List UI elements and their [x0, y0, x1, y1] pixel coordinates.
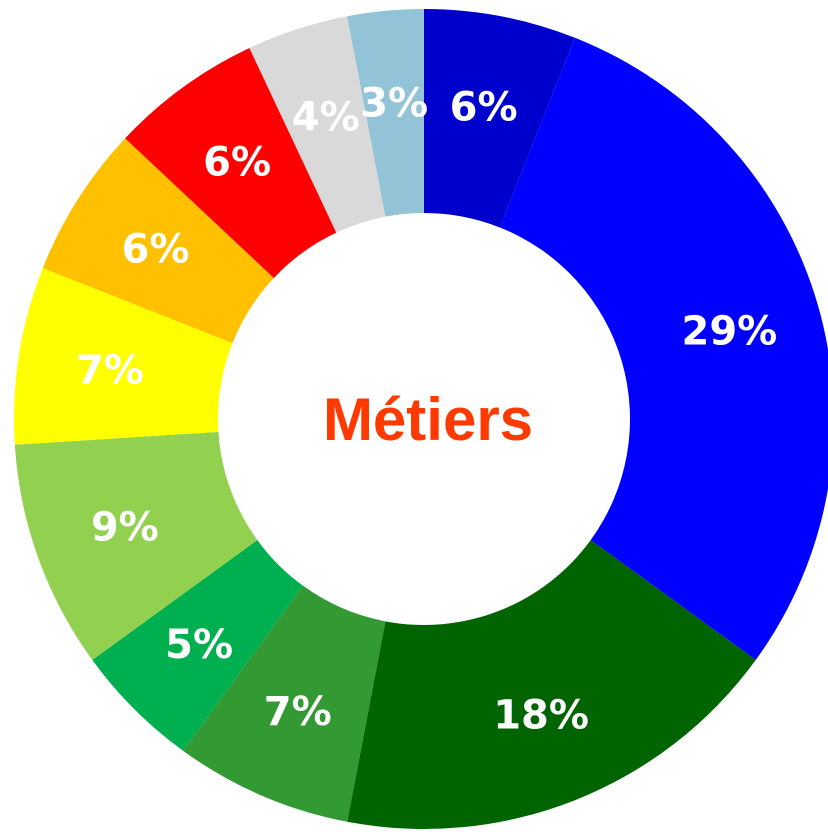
pie-slice	[92, 540, 303, 751]
pie-slice	[42, 138, 274, 344]
slice-label: 5%	[165, 622, 233, 668]
pie-slice	[125, 48, 337, 278]
slice-label: 7%	[76, 347, 144, 393]
pie-slice	[249, 16, 386, 233]
pie-slice	[347, 540, 756, 829]
slice-label: 7%	[264, 689, 332, 735]
pie-slice	[14, 431, 258, 660]
pie-slice	[13, 268, 233, 445]
slice-label: 6%	[203, 140, 271, 186]
slices	[13, 9, 828, 829]
chart-title: Métiers	[323, 386, 533, 453]
slice-label: 9%	[91, 505, 159, 551]
slice-label: 6%	[450, 85, 518, 131]
slice-label: 3%	[360, 80, 428, 126]
slice-label: 29%	[681, 308, 777, 354]
pie-slice	[499, 37, 828, 660]
pie-slice	[424, 9, 575, 228]
slice-label: 18%	[493, 693, 589, 739]
pie-slice	[183, 585, 386, 822]
slice-label: 6%	[122, 227, 190, 273]
slice-label: 4%	[292, 95, 360, 141]
pie-slice	[347, 9, 424, 217]
slice-labels: 6% 29% 18% 7% 5% 9% 7% 6% 6% 4% 3%	[76, 80, 777, 738]
